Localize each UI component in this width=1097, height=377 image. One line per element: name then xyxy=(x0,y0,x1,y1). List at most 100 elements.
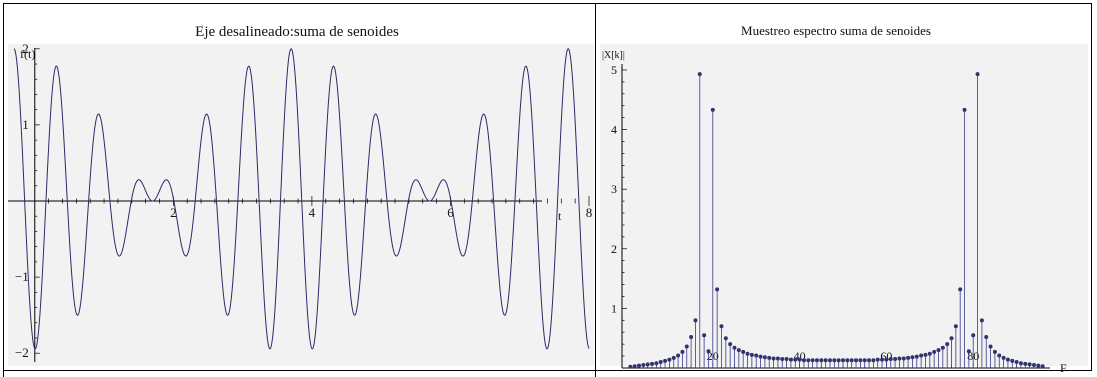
spectrum-point xyxy=(910,355,915,360)
spectrum-point xyxy=(871,358,876,363)
spectrum-point xyxy=(997,353,1002,358)
spectrum-point xyxy=(906,355,911,360)
spectrum-point xyxy=(650,361,655,366)
spectrum-point xyxy=(628,364,633,369)
spectrum-point xyxy=(979,318,984,323)
spectrum-point xyxy=(806,358,811,363)
spectrum-point xyxy=(1001,355,1006,360)
spectrum-point xyxy=(1010,358,1015,363)
spectrum-point xyxy=(1027,362,1032,367)
spectrum-point xyxy=(654,361,659,366)
spectrum-point xyxy=(858,358,863,363)
spectrum-point xyxy=(780,357,785,362)
spectrum-point xyxy=(693,318,698,323)
spectrum-point xyxy=(1018,361,1023,366)
spectrum-point xyxy=(927,351,932,356)
spectrum-point xyxy=(697,72,702,77)
spectrum-point xyxy=(1005,357,1010,362)
right-chart-title: Muestreo espectro suma de senoides xyxy=(741,23,931,38)
right-y-axis-label: |X[k]| xyxy=(602,50,625,61)
signal-curve xyxy=(13,48,590,350)
spectrum-point xyxy=(754,353,759,358)
spectrum-point xyxy=(884,357,889,362)
spectrum-stems xyxy=(628,72,1045,369)
spectrum-point xyxy=(962,107,967,112)
right-y-tick-label: 5 xyxy=(611,63,617,77)
spectrum-point xyxy=(932,349,937,354)
spectrum-point xyxy=(958,287,963,292)
spectrum-point xyxy=(940,345,945,350)
spectrum-point xyxy=(1031,363,1036,368)
spectrum-point xyxy=(832,358,837,363)
spectrum-point xyxy=(719,324,724,329)
spectrum-point xyxy=(684,344,689,349)
spectrum-point xyxy=(676,353,681,358)
spectrum-point xyxy=(741,349,746,354)
spectrum-point xyxy=(797,357,802,362)
spectrum-point xyxy=(637,363,642,368)
spectrum-point xyxy=(645,362,650,367)
left-y-axis-label: f(t) xyxy=(20,47,35,61)
spectrum-chart: Muestreo espectro suma de senoides |X[k]… xyxy=(600,23,1088,375)
strip-edge-middle xyxy=(595,371,596,377)
spectrum-point xyxy=(632,364,637,369)
time-signal-chart: Eje desalineado:suma de senoides f(t) t … xyxy=(8,24,594,366)
spectrum-point xyxy=(945,342,950,347)
right-y-tick-label: 1 xyxy=(611,301,617,315)
spectrum-point xyxy=(849,358,854,363)
left-x-tick-label: 4 xyxy=(309,205,316,220)
spectrum-point xyxy=(788,357,793,362)
spectrum-point xyxy=(689,335,694,340)
spectrum-point xyxy=(1036,363,1041,368)
left-y-tick-label: −1 xyxy=(15,269,29,284)
spectrum-point xyxy=(867,358,872,363)
left-x-tick-label: 8 xyxy=(586,205,593,220)
spectrum-point xyxy=(971,333,976,338)
spectrum-point xyxy=(745,351,750,356)
right-y-tick-label: 3 xyxy=(611,182,617,196)
spectrum-point xyxy=(992,349,997,354)
left-x-tick-label: 2 xyxy=(170,205,177,220)
spectrum-point xyxy=(749,352,754,357)
spectrum-point xyxy=(736,348,741,353)
spectrum-point xyxy=(827,358,832,363)
spectrum-point xyxy=(671,355,676,360)
spectrum-point xyxy=(897,356,902,361)
spectrum-point xyxy=(875,357,880,362)
spectrum-point xyxy=(775,356,780,361)
left-plot-background xyxy=(8,44,594,366)
spectrum-point xyxy=(767,355,772,360)
spectrum-point xyxy=(949,336,954,341)
spectrum-point xyxy=(923,352,928,357)
spectrum-point xyxy=(667,357,672,362)
spectrum-point xyxy=(880,357,885,362)
spectrum-point xyxy=(702,333,707,338)
left-y-tick-label: 1 xyxy=(22,117,29,132)
spectrum-point xyxy=(819,358,824,363)
spectrum-point xyxy=(841,358,846,363)
left-y-tick-label: 2 xyxy=(22,41,29,56)
spectrum-point xyxy=(966,349,971,354)
left-tick-labels: 2 4 6 8 −2 −1 1 2 xyxy=(15,41,592,360)
spectrum-point xyxy=(953,324,958,329)
figure-frame xyxy=(3,3,1092,371)
bottom-strip xyxy=(3,371,1092,377)
spectrum-point xyxy=(919,353,924,358)
panel-divider xyxy=(595,3,596,371)
right-plot-background xyxy=(600,44,1088,366)
left-x-axis-label: t xyxy=(558,209,562,223)
spectrum-point xyxy=(680,349,685,354)
spectrum-point xyxy=(988,344,993,349)
spectrum-point xyxy=(715,287,720,292)
spectrum-point xyxy=(823,358,828,363)
spectrum-point xyxy=(914,354,919,359)
spectrum-point xyxy=(793,357,798,362)
strip-edge-left xyxy=(3,371,4,377)
spectrum-point xyxy=(762,355,767,360)
spectrum-point xyxy=(663,358,668,363)
spectrum-point xyxy=(862,358,867,363)
spectrum-point xyxy=(784,357,789,362)
right-y-tick-label: 2 xyxy=(611,242,617,256)
spectrum-point xyxy=(814,358,819,363)
